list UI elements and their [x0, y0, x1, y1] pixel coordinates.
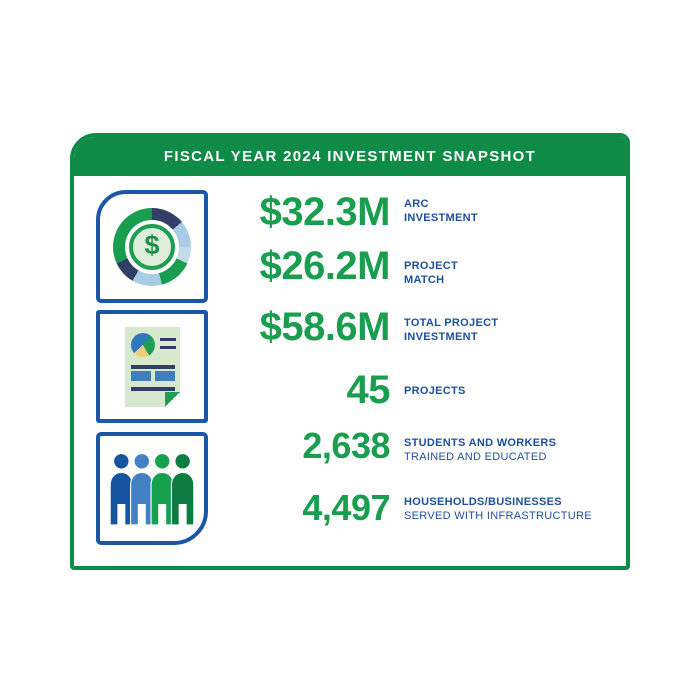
stat-label: STUDENTS AND WORKERS TRAINED AND EDUCATE… [404, 436, 556, 464]
stat-label-line1: TOTAL PROJECT [404, 317, 499, 329]
person-blue [130, 452, 154, 525]
document-bar [154, 370, 175, 381]
stat-label-line2: MATCH [404, 274, 445, 286]
document-rule-line [130, 386, 175, 391]
stat-label-line1: PROJECTS [404, 385, 466, 397]
stat-value: $58.6M [259, 305, 391, 349]
dollar-sign-glyph: $ [144, 230, 160, 260]
stat-value: $26.2M [259, 244, 391, 288]
report-document-icon [124, 326, 180, 407]
document-bar [130, 370, 151, 381]
people-group-icon [109, 452, 195, 525]
icon-box-people [96, 432, 208, 545]
person-green [150, 452, 174, 525]
dollar-donut-chart-icon: $ [113, 207, 191, 286]
donut-hole: $ [125, 219, 179, 274]
document-text-line [159, 337, 176, 341]
stat-label: HOUSEHOLDS/BUSINESSES SERVED WITH INFRAS… [404, 495, 592, 523]
stat-label-line1: HOUSEHOLDS/BUSINESSES [404, 496, 562, 508]
stat-value: $32.3M [259, 190, 391, 234]
person-dark-blue [109, 452, 134, 525]
stat-label-line1: ARC [404, 198, 429, 210]
investment-snapshot-card: FISCAL YEAR 2024 INVESTMENT SNAPSHOT $ [70, 133, 630, 570]
stat-label: TOTAL PROJECT INVESTMENT [404, 316, 498, 344]
stat-value: 2,638 [302, 425, 390, 466]
dollar-coin-icon: $ [129, 223, 175, 270]
card-header: FISCAL YEAR 2024 INVESTMENT SNAPSHOT [74, 137, 626, 176]
stat-label-line2: INVESTMENT [404, 331, 478, 343]
page-title: FISCAL YEAR 2024 INVESTMENT SNAPSHOT [163, 148, 537, 165]
icon-box-investment: $ [96, 190, 208, 303]
person-dark-green [170, 452, 195, 525]
stat-label-line2: SERVED WITH INFRASTRUCTURE [404, 510, 592, 522]
stat-label-line1: PROJECT [404, 260, 459, 272]
stat-value: 45 [346, 368, 391, 412]
folded-corner [164, 391, 180, 407]
document-rule-line [130, 364, 175, 369]
stat-label: PROJECT MATCH [404, 259, 458, 287]
stat-label-line2: INVESTMENT [404, 212, 478, 224]
stat-label: ARC INVESTMENT [404, 197, 478, 225]
pie-chart-icon [130, 332, 155, 357]
stat-label: PROJECTS [404, 384, 466, 398]
stat-label-line1: STUDENTS AND WORKERS [404, 437, 557, 449]
stat-value: 4,497 [302, 487, 390, 528]
document-text-line [159, 345, 176, 349]
icon-box-projects [96, 310, 208, 423]
stat-label-line2: TRAINED AND EDUCATED [404, 451, 547, 463]
